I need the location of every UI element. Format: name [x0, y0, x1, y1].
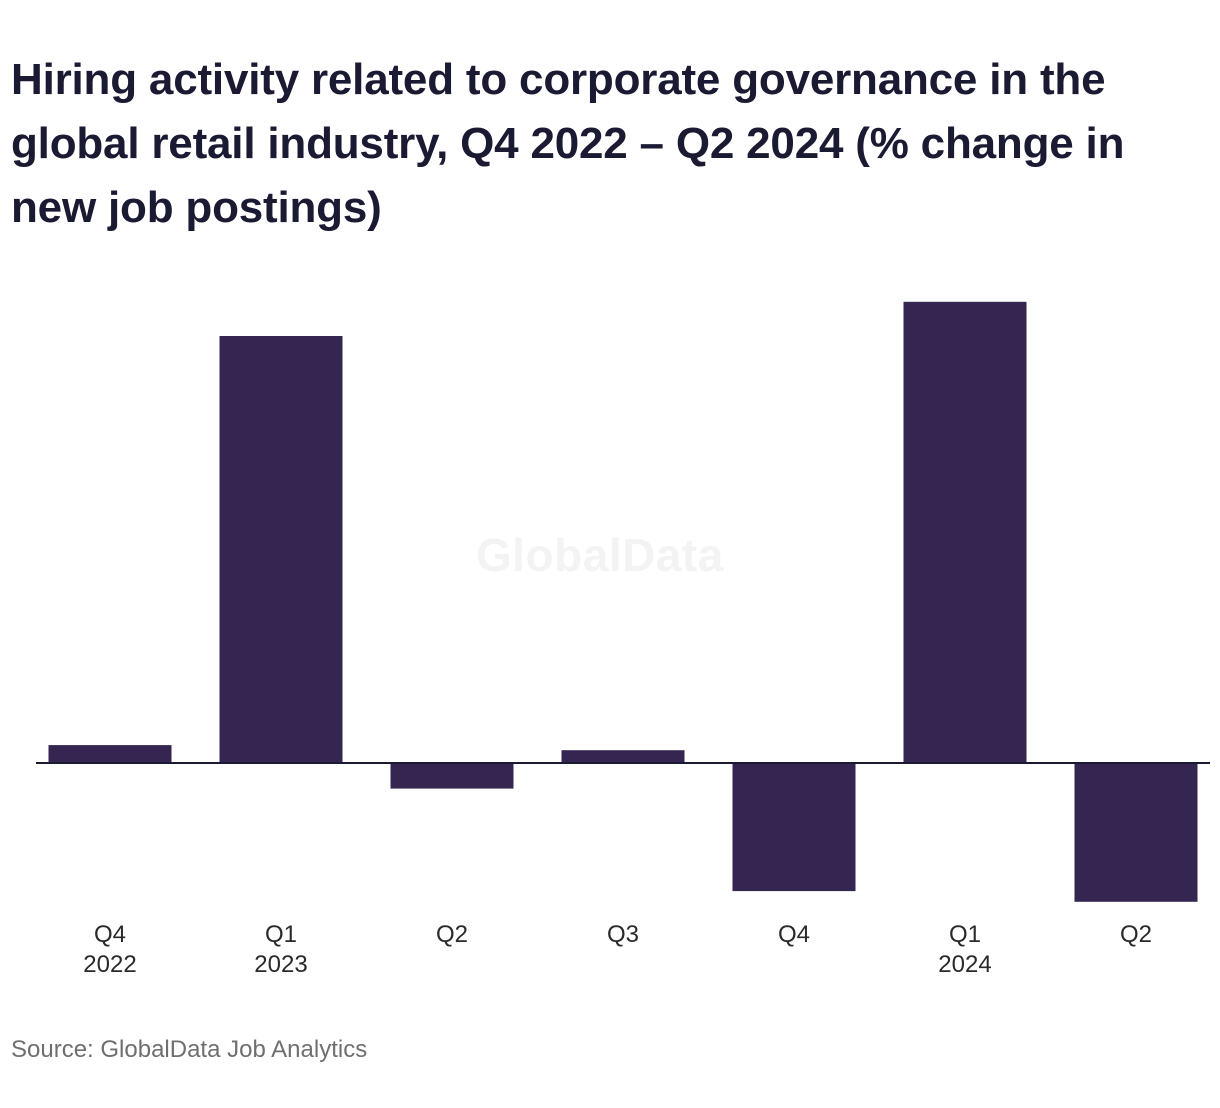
bar-4	[732, 763, 856, 892]
x-tick-label-year: 2022	[83, 951, 136, 978]
x-tick-label-quarter: Q2	[436, 921, 468, 948]
x-tick-label-quarter: Q3	[607, 921, 639, 948]
x-axis-ticks: Q4 2022 Q1 2023 Q2 Q3 Q4 Q1 2024 Q2	[83, 921, 1152, 978]
source-note: Source: GlobalData Job Analytics	[11, 1036, 368, 1063]
bar-0	[48, 745, 172, 763]
x-tick-label-quarter: Q1	[265, 921, 297, 948]
bar-group	[48, 301, 1198, 902]
x-tick-label-year: 2023	[254, 951, 307, 978]
chart-title: Hiring activity related to corporate gov…	[11, 55, 1125, 232]
bar-3	[561, 750, 685, 763]
x-tick-label-quarter: Q4	[94, 921, 126, 948]
x-tick-label-quarter: Q2	[1120, 921, 1152, 948]
x-tick-label-year: 2024	[938, 951, 991, 978]
bar-1	[219, 336, 343, 763]
bar-6	[1074, 763, 1198, 902]
bar-5	[903, 301, 1027, 763]
x-tick-label-quarter: Q4	[778, 921, 810, 948]
x-tick-label-quarter: Q1	[949, 921, 981, 948]
watermark: GlobalData	[476, 529, 724, 581]
bar-2	[390, 763, 514, 789]
